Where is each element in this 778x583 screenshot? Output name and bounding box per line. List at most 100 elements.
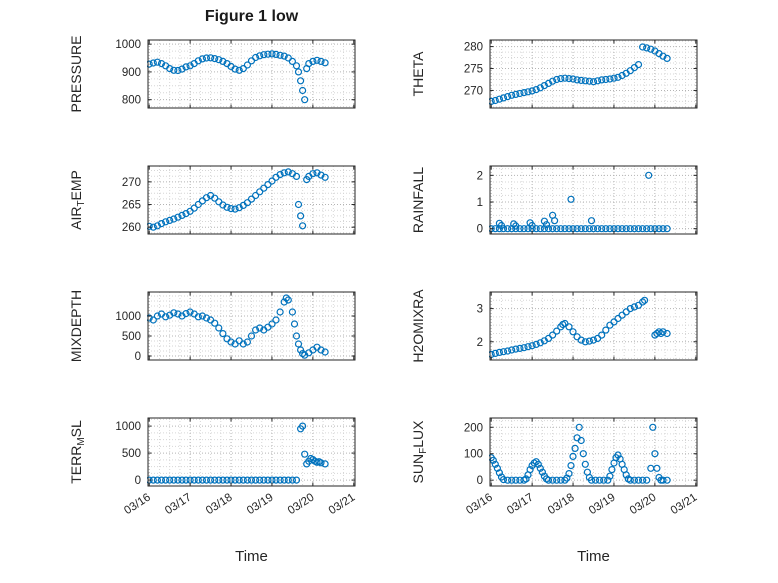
data-point — [282, 294, 290, 302]
y-tick-labels: 0 500 1000 — [115, 311, 141, 363]
plot-area: 270 275 280 — [464, 39, 698, 109]
data-point — [504, 225, 512, 233]
data-point — [178, 476, 186, 484]
subplot-svg-h2omixra: 23 — [477, 291, 698, 361]
ylabel-theta: THETA — [410, 51, 426, 97]
data-point — [198, 476, 207, 484]
subplot-svg-theta: 270 275 280 — [464, 39, 698, 109]
x-tick-label: 03/16 — [122, 491, 153, 517]
data-point — [147, 60, 153, 68]
data-point — [206, 54, 215, 62]
data-point — [536, 84, 544, 92]
data-point — [591, 476, 600, 484]
data-point — [663, 225, 671, 233]
y-tick-label: 275 — [464, 64, 483, 76]
y-tick-label: 900 — [122, 67, 141, 79]
x-tick-label: 03/20 — [628, 491, 659, 517]
x-tick-label: 03/21 — [669, 491, 700, 517]
y-tick-label: 100 — [464, 449, 483, 461]
data-point — [321, 460, 329, 468]
data-point — [292, 332, 301, 340]
data-point — [280, 476, 288, 484]
data-point — [585, 337, 594, 345]
x-tick-labels: 03/16 03/17 03/18 03/19 03/20 03/21 — [122, 491, 357, 517]
y-tick-label: 265 — [122, 200, 141, 212]
x-axis-label-left: Time — [235, 548, 268, 565]
data-point — [573, 225, 581, 233]
data-point — [495, 348, 503, 357]
data-point — [166, 65, 174, 73]
data-point — [264, 181, 272, 189]
data-point — [491, 349, 499, 358]
data-point — [251, 191, 260, 200]
y-tick-label: 800 — [122, 95, 141, 107]
data-point — [565, 225, 573, 233]
data-point — [149, 316, 157, 324]
data-point — [251, 476, 260, 484]
data-point — [571, 444, 579, 452]
subplot-svg-pressure: 800 900 1000 — [115, 39, 356, 109]
plot-area: 23 — [477, 291, 698, 361]
data-point — [256, 324, 264, 332]
data-point — [614, 451, 622, 459]
data-point — [585, 77, 594, 85]
data-point — [284, 296, 292, 304]
y-tick-label: 270 — [464, 85, 483, 97]
y-tick-labels: 23 — [477, 304, 483, 349]
data-point — [186, 62, 194, 70]
x-tick-label: 03/19 — [245, 491, 276, 517]
data-point — [659, 328, 667, 336]
y-tick-label: 0 — [135, 351, 141, 363]
data-point — [536, 225, 544, 233]
subplot-svg-terrmsl: 0 500 1000 03/16 03/17 03/18 03/19 03/20 03/21 — [115, 417, 357, 517]
data-point — [569, 452, 577, 461]
data-point — [557, 476, 565, 484]
data-series-h2omixra — [489, 296, 671, 358]
data-point — [526, 465, 534, 474]
data-point — [260, 51, 268, 59]
data-point — [520, 88, 528, 97]
data-point — [149, 59, 157, 67]
data-point — [284, 476, 292, 484]
data-point — [178, 211, 186, 220]
data-point — [622, 471, 630, 479]
major-grid — [490, 166, 697, 234]
data-point — [602, 326, 610, 334]
plot-area: 0 100 200 03/16 03/17 03/18 03/19 03/20 03/21 — [464, 417, 700, 517]
data-point — [528, 342, 536, 350]
data-point — [581, 77, 589, 85]
data-point — [299, 422, 307, 430]
data-point — [508, 91, 516, 99]
data-point — [508, 476, 516, 484]
data-point — [215, 324, 223, 332]
data-point — [510, 220, 518, 228]
major-grid — [490, 292, 697, 360]
data-point — [659, 476, 667, 484]
data-point — [606, 225, 614, 233]
data-point — [536, 464, 544, 472]
data-point — [247, 332, 256, 340]
data-point — [170, 476, 178, 484]
data-point — [630, 303, 638, 311]
data-point — [268, 50, 276, 58]
data-point — [634, 476, 643, 484]
data-point — [157, 60, 166, 68]
axes-box — [489, 417, 698, 487]
subplot-svg-rainfall: 0 1 2 — [477, 165, 698, 236]
ylabel-terrmsl: TERRMSL — [68, 420, 87, 484]
data-point — [655, 328, 663, 336]
data-point — [598, 76, 606, 84]
data-series-airtemp — [147, 168, 329, 231]
data-series-sunflux — [489, 423, 671, 484]
data-point — [593, 225, 602, 233]
plot-area: 260 265 270 — [122, 165, 356, 235]
axes-box — [147, 417, 356, 487]
data-point — [153, 476, 161, 484]
data-point — [247, 476, 256, 484]
data-point — [313, 56, 321, 64]
data-point — [299, 86, 307, 95]
data-point — [493, 464, 502, 472]
data-point — [223, 203, 231, 211]
data-point — [162, 218, 170, 226]
major-grid — [148, 418, 355, 486]
